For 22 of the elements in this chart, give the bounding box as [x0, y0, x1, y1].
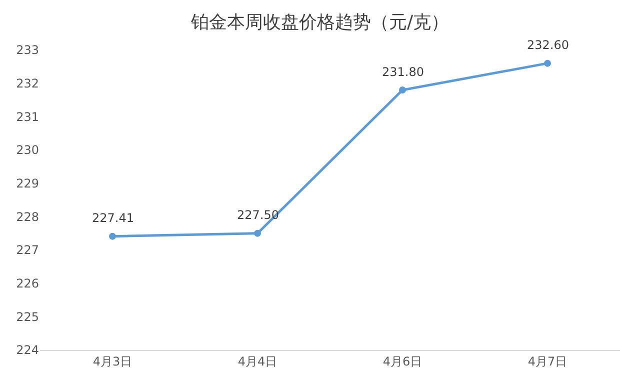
y-tick-label: 229: [16, 176, 39, 191]
y-tick-label: 228: [16, 210, 39, 224]
x-tick-label: 4月4日: [238, 354, 278, 368]
y-tick-label: 231: [16, 110, 39, 124]
x-tick-label: 4月7日: [528, 354, 568, 368]
y-tick-label: 226: [16, 276, 39, 291]
y-tick-label: 227: [16, 243, 39, 258]
text: 232.60: [527, 38, 569, 52]
y-tick-label: 233: [16, 43, 39, 58]
chart-title: 铂金本周收盘价格趋势（元/克）: [190, 12, 450, 33]
y-tick-label: 232: [16, 76, 39, 91]
text: 231.80: [382, 65, 424, 79]
x-tick-label: 4月6日: [382, 354, 422, 368]
y-tick-label: 230: [16, 143, 39, 158]
y-tick-label: 225: [16, 310, 39, 324]
point: [544, 60, 551, 67]
point: [109, 232, 116, 240]
x-tick-label: 4月3日: [92, 354, 132, 368]
point: [254, 230, 261, 237]
text: 227.41: [92, 211, 134, 225]
y-tick-label: 224: [16, 343, 39, 358]
point: [399, 86, 406, 94]
